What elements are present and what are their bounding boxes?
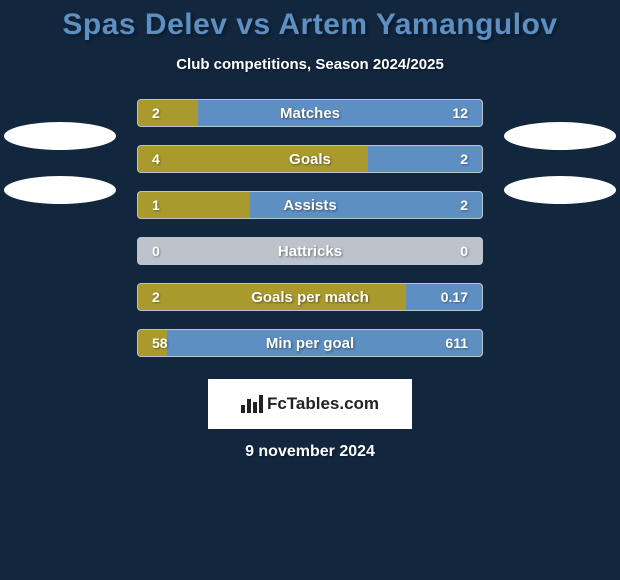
value-right: 12 (438, 100, 482, 126)
bar-track: 12Assists (137, 191, 483, 219)
value-right: 611 (431, 330, 482, 356)
bar-left (138, 284, 408, 310)
page-title: Spas Delev vs Artem Yamangulov (0, 8, 620, 42)
value-left: 4 (138, 146, 174, 172)
value-right: 2 (446, 146, 482, 172)
subtitle: Club competitions, Season 2024/2025 (0, 56, 620, 73)
date-text: 9 november 2024 (0, 443, 620, 461)
bar-chart-icon (241, 395, 263, 413)
value-left: 1 (138, 192, 174, 218)
value-right: 0.17 (427, 284, 482, 310)
value-left: 2 (138, 100, 174, 126)
logo-text: FcTables.com (267, 394, 379, 414)
value-left: 58 (138, 330, 182, 356)
logo-box: FcTables.com (208, 379, 412, 429)
stat-row: 42Goals (0, 145, 620, 173)
bar-track: 20.17Goals per match (137, 283, 483, 311)
bar-track: 58611Min per goal (137, 329, 483, 357)
bar-track: 0 0Hattricks (137, 237, 483, 265)
stat-row: 20.17Goals per match (0, 283, 620, 311)
bar-track: 212Matches (137, 99, 483, 127)
stat-row: 212Matches (0, 99, 620, 127)
comparison-infographic: Spas Delev vs Artem Yamangulov Club comp… (0, 0, 620, 580)
value-left: 0 (138, 238, 174, 264)
value-left: 2 (138, 284, 174, 310)
stat-label: Hattricks (138, 238, 482, 264)
stat-row: 12Assists (0, 191, 620, 219)
value-right: 2 (446, 192, 482, 218)
bar-track: 42Goals (137, 145, 483, 173)
value-right: 0 (446, 238, 482, 264)
stat-row: 0 0Hattricks (0, 237, 620, 265)
stat-row: 58611Min per goal (0, 329, 620, 357)
